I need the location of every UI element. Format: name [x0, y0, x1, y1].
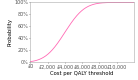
X-axis label: Cost per QALY threshold: Cost per QALY threshold: [50, 71, 114, 76]
Y-axis label: Probability: Probability: [8, 18, 13, 46]
